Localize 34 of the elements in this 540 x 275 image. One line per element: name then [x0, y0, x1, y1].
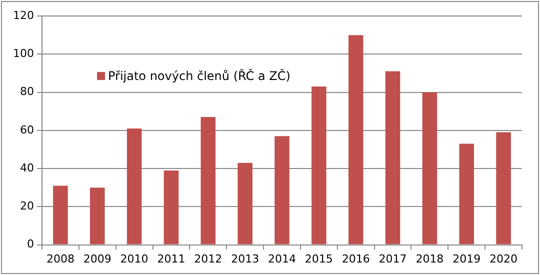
x-tick-label: 2010: [120, 252, 148, 266]
bar: [422, 92, 438, 244]
bar: [496, 132, 511, 244]
x-tick-label: 2015: [304, 252, 333, 266]
bar: [164, 170, 179, 244]
y-tick-label: 0: [26, 238, 34, 251]
bar: [90, 188, 105, 244]
y-tick-label: 100: [12, 46, 34, 60]
y-tick-label: 40: [20, 161, 34, 174]
x-tick-label: 2014: [268, 252, 296, 266]
bar: [385, 71, 400, 244]
x-tick-label: 2016: [342, 252, 370, 266]
x-tick-label: 2017: [378, 252, 407, 266]
y-tick-label: 20: [20, 200, 34, 213]
bar: [126, 128, 142, 244]
bar: [459, 144, 474, 244]
x-tick-label: 2008: [46, 252, 74, 266]
x-tick-label: 2011: [157, 252, 186, 266]
y-tick-label: 120: [12, 8, 34, 22]
bar: [53, 186, 68, 244]
bar: [348, 35, 364, 244]
x-tick-label: 2009: [83, 252, 112, 266]
x-tick-label: 2013: [231, 252, 260, 266]
bar: [274, 136, 290, 244]
y-tick-label: 80: [20, 85, 34, 98]
bar: [200, 117, 216, 244]
x-tick-label: 2019: [452, 252, 481, 266]
x-tick-label: 2020: [490, 252, 518, 266]
bar: [238, 162, 252, 244]
y-tick-label: 60: [20, 123, 34, 136]
legend-label: Přijato nových členů (ŘČ a ZČ): [108, 68, 290, 83]
x-tick-label: 2018: [416, 252, 444, 266]
x-tick-label: 2012: [194, 252, 222, 266]
bar: [312, 86, 326, 244]
